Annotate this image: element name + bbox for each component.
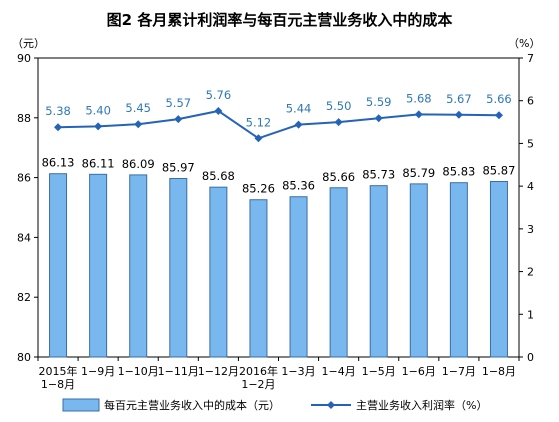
bar: [369, 185, 388, 358]
legend-bar-swatch: [62, 398, 100, 412]
line-point: [334, 118, 343, 127]
y-left-tick-label: 82: [17, 291, 31, 304]
bar: [169, 177, 188, 358]
bar-value-label: 85.79: [402, 166, 435, 180]
bar: [449, 182, 468, 358]
x-tick-label: 1−10月: [118, 365, 159, 378]
line-value-label: 5.44: [286, 102, 312, 116]
y-left-tick-label: 80: [17, 351, 31, 364]
line-value-label: 5.66: [486, 92, 512, 106]
line-point: [174, 115, 183, 124]
y-right-tick-label: 2: [527, 266, 534, 279]
y-right-tick-label: 7: [527, 52, 534, 65]
y-right-tick-label: 3: [527, 223, 534, 236]
bar: [89, 173, 108, 358]
line-value-label: 5.67: [446, 92, 472, 106]
bar-value-label: 85.73: [362, 168, 395, 182]
x-tick-label: 1−8月: [482, 365, 516, 378]
y-left-unit: （元）: [12, 37, 45, 50]
line-value-label: 5.57: [165, 96, 191, 110]
x-tick-label: 2015年 1−8月: [39, 364, 78, 391]
x-tick-label: 1−6月: [402, 365, 436, 378]
line-value-label: 5.12: [246, 115, 272, 129]
bar-value-label: 86.13: [42, 156, 75, 170]
x-tick-label: 1−3月: [281, 365, 315, 378]
line-value-label: 5.76: [206, 88, 232, 102]
line-point: [214, 106, 223, 115]
x-tick-label: 1−7月: [442, 365, 476, 378]
line-point: [414, 110, 423, 119]
line-point: [454, 110, 463, 119]
line-series: 5.38 5.40 5.45 5.57 5.76 5.12 5.44 5.50 5.59 5.68…: [45, 88, 512, 143]
bar-value-label: 86.09: [122, 157, 155, 171]
legend-bar-label: 每百元主营业务收入中的成本（元）: [104, 398, 280, 412]
line-value-label: 5.38: [45, 104, 71, 118]
y-right-tick-label: 4: [527, 180, 534, 193]
line-point: [94, 122, 103, 131]
legend-line-label: 主营业务收入利润率（%）: [356, 398, 487, 412]
bar-value-label: 85.97: [162, 160, 195, 174]
y-right-tick-label: 1: [527, 308, 534, 321]
line-value-label: 5.68: [406, 91, 432, 105]
y-left-tick-label: 86: [17, 172, 31, 185]
bar: [129, 174, 148, 358]
chart-title: 图2 各月累计利润率与每百元主营业务收入中的成本: [106, 11, 453, 29]
y-right-tick-label: 6: [527, 95, 534, 108]
y-right-tick-label: 0: [527, 351, 534, 364]
y-right-unit: （%）: [508, 37, 540, 50]
bar: [489, 180, 508, 358]
bar: [289, 196, 308, 358]
bar-value-label: 85.87: [482, 163, 515, 177]
bar-value-label: 85.36: [282, 179, 315, 193]
line-value-label: 5.45: [125, 101, 151, 115]
bar-value-label: 85.26: [242, 182, 275, 196]
legend-line-marker: [327, 401, 335, 409]
legend: 每百元主营业务收入中的成本（元） 主营业务收入利润率（%）: [62, 398, 487, 412]
bar: [329, 187, 348, 358]
line-value-label: 5.59: [366, 95, 392, 109]
line-point: [374, 114, 383, 123]
bar-value-label: 85.68: [202, 169, 235, 183]
line-path: [58, 109, 499, 140]
x-tick-label: 2016年 1−2月: [239, 364, 278, 391]
bar-value-label: 85.66: [322, 170, 355, 184]
line-point: [254, 134, 263, 143]
bar-series: 86.13 86.11 86.09 85.97 85.68 85.26 85.36 85.66…: [42, 156, 515, 358]
line-value-label: 5.40: [85, 103, 111, 117]
bar: [49, 173, 68, 358]
x-tick-label: 1−5月: [362, 365, 396, 378]
line-value-label: 5.50: [326, 99, 352, 113]
line-point: [294, 120, 303, 129]
y-left-tick-label: 84: [17, 231, 31, 244]
y-right-tick-label: 5: [527, 137, 534, 150]
x-tick-label: 1−4月: [322, 365, 356, 378]
bar: [209, 186, 228, 358]
x-tick-label: 1−12月: [198, 365, 239, 378]
bar-value-label: 86.11: [82, 156, 115, 170]
x-tick-label: 1−9月: [81, 365, 115, 378]
y-left-tick-label: 88: [17, 112, 31, 125]
bar: [409, 183, 428, 358]
line-point: [494, 111, 503, 120]
bar-value-label: 85.83: [442, 165, 475, 179]
line-point: [134, 120, 143, 129]
y-left-tick-label: 90: [17, 52, 31, 65]
bar: [249, 199, 268, 358]
line-point: [54, 123, 63, 132]
x-tick-label: 1−11月: [158, 365, 199, 378]
